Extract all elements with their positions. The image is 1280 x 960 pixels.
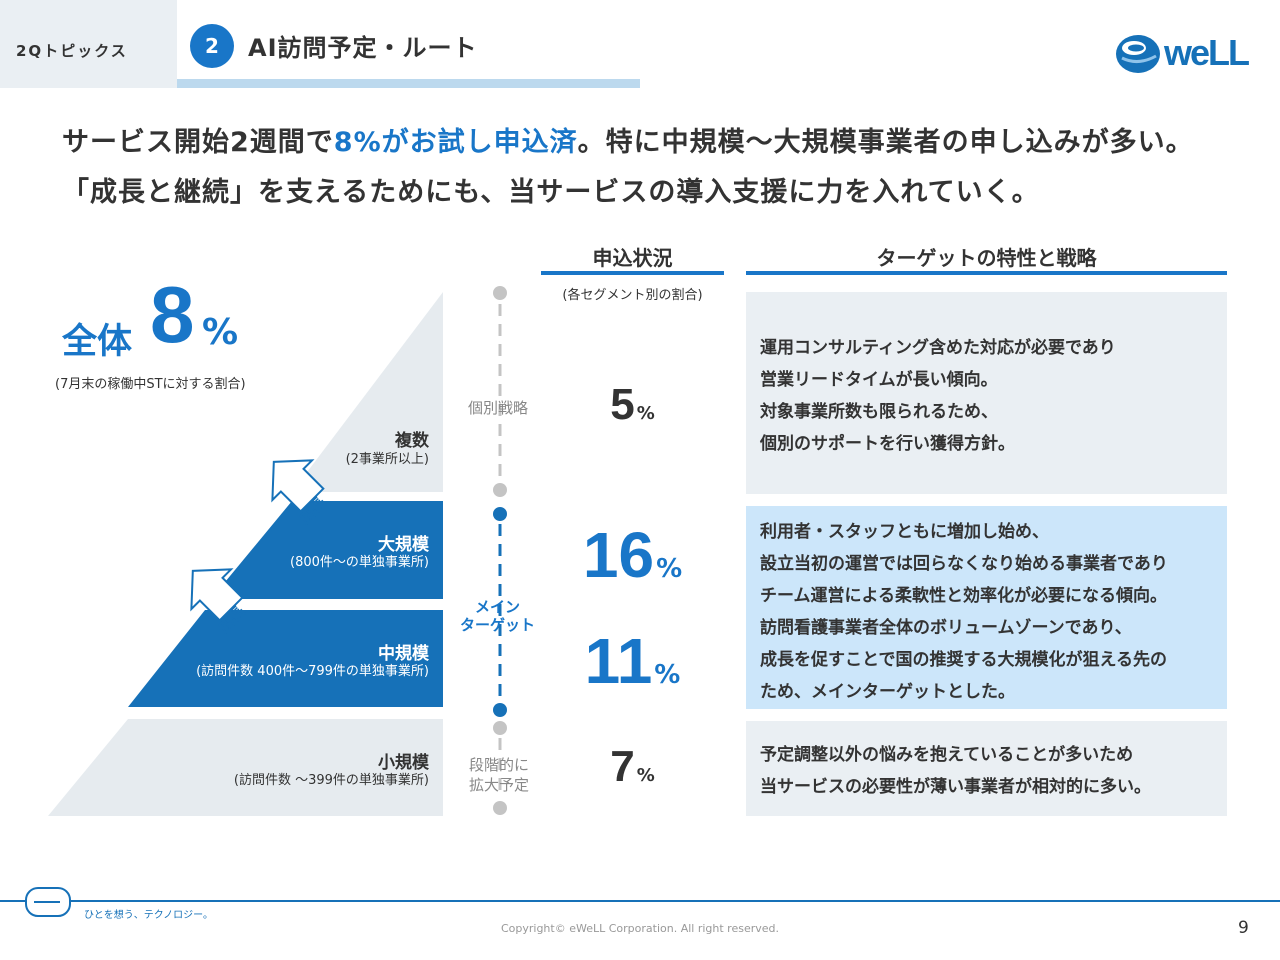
status-column-note: (各セグメント別の割合) [562,288,703,303]
status-column-title: 申込状況 [592,246,673,270]
rate-multi-unit: % [636,403,655,424]
segment-pyramid: 成長 成長 [48,292,443,816]
strategy-box-main: 利用者・スタッフともに増加し始め、 設立当初の運営では回らなくなり始める事業者で… [746,506,1227,709]
growth-arrow-upper [271,459,325,513]
strategy-box-multi: 運用コンサルティング含めた対応が必要であり 営業リードタイムが長い傾向。 対象事… [746,292,1227,494]
lead-line-2: 「成長と継続」を支えるためにも、当サービスの導入支援に力を入れていく。 [62,177,1040,208]
rate-medium-unit: % [654,660,681,690]
pyramid-band-medium [128,610,443,707]
strategy-small-line-1: 予定調整以外の悩みを抱えていることが多いため [760,745,1134,765]
copyright-text: Copyright© eWeLL Corporation. All right … [500,922,780,935]
rate-small-value: 7 [610,742,635,791]
rate-large-value: 16 [582,519,655,591]
pyramid-band-large [211,501,443,599]
segment-sub-multi: (2事業所以上) [345,452,429,467]
timeline-label-main-1: メイン [475,598,521,616]
strategy-multi-line-4: 個別のサポートを行い獲得方針。 [760,434,1015,454]
rate-large-unit: % [656,554,683,584]
timeline-label-individual: 個別戦略 [468,399,529,417]
topic-number-badge: 2 [190,24,234,68]
lead-line-1-post: 。特に中規模～大規模事業者の申し込みが多い。 [577,127,1194,158]
timeline-label-expand-2: 拡大予定 [469,776,530,794]
rate-small: 7% [541,745,724,789]
strategy-main-line-1: 利用者・スタッフともに増加し始め、 [760,522,1049,542]
strategy-box-small: 予定調整以外の悩みを抱えていることが多いため 当サービスの必要性が薄い事業者が相… [746,721,1227,816]
timeline-label-main-2: ターゲット [460,616,536,634]
overall-note: (7月末の稼働中STに対する割合) [55,377,246,392]
footer-tagline: ひとを想う、テクノロジー。 [84,910,213,921]
segment-name-multi: 複数 [395,431,429,451]
strategy-main-line-3: チーム運営による柔軟性と効率化が必要になる傾向。 [760,586,1167,606]
rate-medium: 11% [541,629,724,693]
strategy-multi-line-1: 運用コンサルティング含めた対応が必要であり [760,338,1116,358]
strategy-column-title: ターゲットの特性と戦略 [876,246,1097,270]
growth-arrow-lower [190,568,244,622]
overall-unit: % [202,312,239,353]
strategy-small-line-2: 当サービスの必要性が薄い事業者が相対的に多い。 [760,777,1151,797]
header-section-panel: 2Qトピックス [0,0,177,88]
timeline-label-expand-1: 段階的に [469,756,530,774]
page-number: 9 [1238,918,1249,938]
segment-name-small: 小規模 [378,753,429,773]
strategy-main-line-6: ため、メインターゲットとした。 [760,682,1015,702]
page-title: AI訪問予定・ルート [248,34,478,62]
rate-small-unit: % [636,765,655,786]
overall-label: 全体 [62,322,133,362]
segment-name-large: 大規模 [378,535,429,555]
strategy-main-line-5: 成長を促すことで国の推奨する大規模化が狙える先の [760,650,1167,670]
strategy-main-line-4: 訪問看護事業者全体のボリュームゾーンであり、 [760,618,1132,638]
segment-sub-large: (800件～の単独事業所) [290,555,429,570]
overall-value: 8 [150,270,195,359]
pyramid-band-multi [292,292,443,492]
segment-sub-medium: (訪問件数 400件～799件の単独事業所) [196,664,429,679]
segment-sub-small: (訪問件数 ～399件の単独事業所) [233,773,429,788]
lead-line-1: サービス開始2週間で8%がお試し申込済。特に中規模～大規模事業者の申し込みが多い… [62,120,1194,159]
footer-rule [0,900,1280,902]
footer-logo-mark-icon [25,887,71,917]
strategy-column-rule [746,271,1227,275]
segment-timeline [493,286,507,815]
rate-multi-value: 5 [610,380,635,429]
rate-large: 16% [541,523,724,587]
rate-multi: 5% [541,383,724,427]
strategy-multi-line-3: 対象事業所数も限られるため、 [760,402,998,422]
ewell-logo-mark-icon [1116,35,1160,73]
ewell-logo-text: weLL [1164,32,1250,73]
segment-name-medium: 中規模 [378,644,429,664]
strategy-multi-line-2: 営業リードタイムが長い傾向。 [760,370,998,390]
status-column-rule [541,271,724,275]
lead-line-1-accent: 8%がお試し申込済 [333,127,578,158]
section-label: 2Qトピックス [16,42,128,60]
pyramid-band-small [48,719,443,816]
ewell-logo: weLL [1112,28,1250,78]
rate-medium-value: 11 [584,625,653,697]
strategy-main-line-2: 設立当初の運営では回らなくなり始める事業者であり [760,554,1168,574]
lead-line-1-pre: サービス開始2週間で [62,127,334,158]
header-accent-bar [177,79,640,88]
